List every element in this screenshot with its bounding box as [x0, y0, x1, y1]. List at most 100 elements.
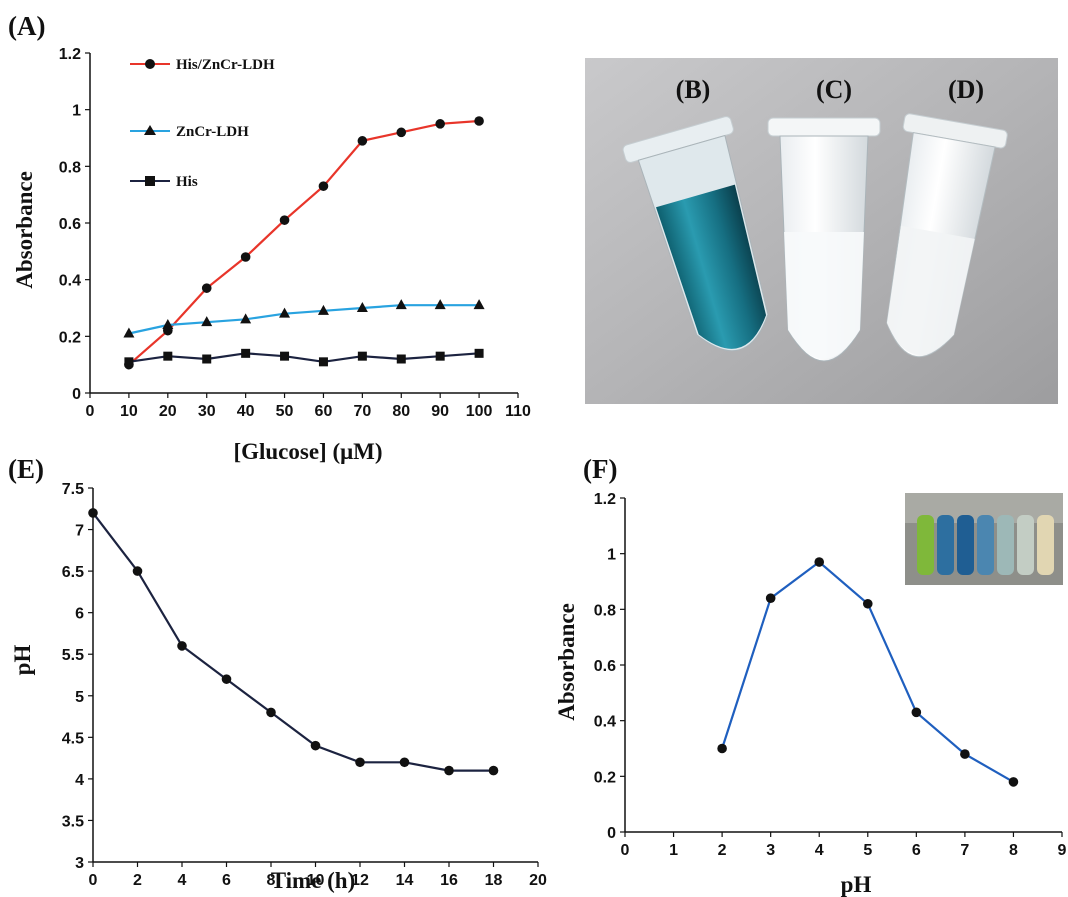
- panel-e-y-tick-label: 6.5: [62, 564, 84, 581]
- panel-a-ylabel: Absorbance: [12, 171, 37, 289]
- legend-marker-his-zncr-ldh: [145, 59, 155, 69]
- panel-a-point-zncr-ldh: [279, 307, 291, 318]
- panel-a-point-zncr-ldh: [162, 319, 174, 329]
- panel-a-x-tick-label: 0: [86, 403, 95, 420]
- panel-a-point-zncr-ldh: [201, 316, 213, 327]
- panel-e-x-tick-label: 8: [267, 872, 276, 889]
- panel-f-y-tick-label: 1: [607, 547, 616, 564]
- panel-a-point-his: [124, 357, 134, 367]
- panel-e-x-tick-label: 12: [351, 872, 369, 889]
- panel-a-legend: His/ZnCr-LDH ZnCr-LDH His: [130, 57, 275, 190]
- panel-a-point-his: [357, 351, 367, 361]
- tube-b-label: (B): [676, 75, 711, 104]
- panel-a-point-his: [202, 354, 212, 364]
- panel-f-series: [717, 557, 1019, 787]
- legend-label-zncr-ldh: ZnCr-LDH: [176, 124, 249, 140]
- panel-f-x-tick-label: 6: [912, 842, 921, 859]
- tube-d-label: (D): [948, 75, 984, 104]
- panel-a-point-his: [280, 351, 290, 361]
- panel-f-y-tick-label: 0.6: [594, 658, 616, 675]
- panel-e-point-series-1: [355, 757, 365, 768]
- tube-b: [622, 116, 769, 352]
- panel-f-x-tick-label: 2: [718, 842, 727, 859]
- panel-a-x-tick-label: 40: [237, 403, 255, 420]
- panel-e-point-series-1: [132, 566, 143, 576]
- panel-f-x-tick-label: 7: [960, 842, 969, 859]
- panel-f-point-series-1: [717, 743, 727, 754]
- panel-e-y-tick-label: 3: [75, 855, 84, 872]
- tube-d: [886, 113, 1008, 358]
- panel-f-x-tick-label: 0: [621, 842, 630, 859]
- panel-a-x-tick-label: 90: [431, 403, 449, 420]
- legend-label-his-zncr-ldh: His/ZnCr-LDH: [176, 57, 275, 73]
- panel-f-point-series-1: [1008, 777, 1019, 787]
- panel-e-point-series-1: [88, 508, 98, 518]
- panel-f-y-tick-label: 0.4: [594, 714, 616, 731]
- panel-a-point-his-zncr-ldh: [435, 119, 445, 129]
- panel-a-point-his-zncr-ldh: [279, 215, 290, 225]
- panel-e-y-tick-label: 7.5: [62, 481, 84, 498]
- panel-f-point-series-1: [765, 593, 776, 603]
- panel-e-x-tick-label: 6: [222, 872, 231, 889]
- panel-f-x-tick-label: 8: [1009, 842, 1018, 859]
- inset-tube-ph3: [937, 515, 954, 575]
- panel-f-y-tick-label: 0.8: [594, 602, 616, 619]
- panel-f-y-tick-label: 1.2: [594, 491, 616, 508]
- inset-tube-ph2: [917, 515, 934, 575]
- panel-f-x-tick-label: 9: [1058, 842, 1067, 859]
- panel-a-point-his-zncr-ldh: [396, 127, 407, 138]
- panel-e-point-series-1: [399, 757, 410, 768]
- tube-photo: (B) (C) (D): [585, 58, 1058, 404]
- panel-f-point-series-1: [814, 557, 825, 567]
- panel-f-axes: 0 1 2 3 4 5 6 7 8 9 0 0.2 0.4 0.6 0.8 1 1.2: [594, 491, 1067, 859]
- panel-a-axes: 0 10 20 30 40 50 60 70 80 90 100 110 0 0.2 0.4 0.6 0.8 1 1…: [59, 46, 531, 420]
- panel-a-point-his: [241, 348, 251, 358]
- panel-e-x-tick-label: 0: [89, 872, 98, 889]
- inset-tube-ph8: [1037, 515, 1054, 575]
- panel-a-x-tick-label: 20: [159, 403, 177, 420]
- panel-a-x-tick-label: 70: [353, 403, 371, 420]
- panel-e-y-tick-label: 7: [75, 523, 84, 540]
- panel-e-series: [88, 508, 499, 776]
- panel-a-point-his-zncr-ldh: [474, 116, 484, 126]
- tube-c-solution: [784, 232, 864, 359]
- panel-a-x-tick-label: 100: [466, 403, 493, 420]
- panel-a-point-his-zncr-ldh: [318, 181, 329, 191]
- panel-a-point-zncr-ldh: [317, 304, 329, 315]
- panel-e-point-series-1: [177, 641, 187, 651]
- panel-e-x-tick-label: 16: [440, 872, 458, 889]
- tube-d-solution: [886, 225, 975, 355]
- panel-f-point-series-1: [960, 749, 970, 759]
- panel-a-x-tick-label: 80: [392, 403, 410, 420]
- panel-e-x-tick-label: 4: [178, 872, 187, 889]
- panel-f-y-tick-label: 0: [607, 825, 616, 842]
- panel-a-x-tick-label: 30: [198, 403, 216, 420]
- panel-a-label: (A): [8, 11, 45, 41]
- panel-a-point-his-zncr-ldh: [240, 252, 251, 262]
- tube-c: [767, 117, 881, 362]
- panel-e-point-series-1: [488, 765, 499, 776]
- panel-a-y-tick-label: 0.8: [59, 159, 81, 176]
- panel-a-point-his: [396, 354, 406, 364]
- panel-e-label: (E): [8, 454, 44, 484]
- panel-a-point-zncr-ldh: [240, 313, 252, 324]
- panel-a-point-zncr-ldh: [473, 299, 485, 310]
- panel-f-x-tick-label: 5: [863, 842, 872, 859]
- panel-e-y-tick-label: 5: [75, 689, 84, 706]
- legend-marker-zncr-ldh: [144, 125, 156, 135]
- panel-a-x-tick-label: 60: [315, 403, 333, 420]
- panel-e-x-tick-label: 10: [307, 872, 325, 889]
- panel-e-x-tick-label: 14: [396, 872, 414, 889]
- tube-b-solution: [656, 184, 767, 349]
- panel-e-y-tick-label: 5.5: [62, 647, 84, 664]
- panel-e-xlabel: Time (h): [271, 868, 356, 893]
- panel-a-y-tick-label: 1.2: [59, 46, 81, 63]
- panel-a-xlabel: [Glucose] (μM): [233, 439, 382, 464]
- panel-f-xlabel: pH: [841, 872, 872, 897]
- panel-a-line-his: [128, 352, 480, 363]
- panel-f-x-tick-label: 4: [815, 842, 824, 859]
- panel-f-line-series-1: [721, 560, 1014, 783]
- legend-marker-his: [145, 176, 155, 186]
